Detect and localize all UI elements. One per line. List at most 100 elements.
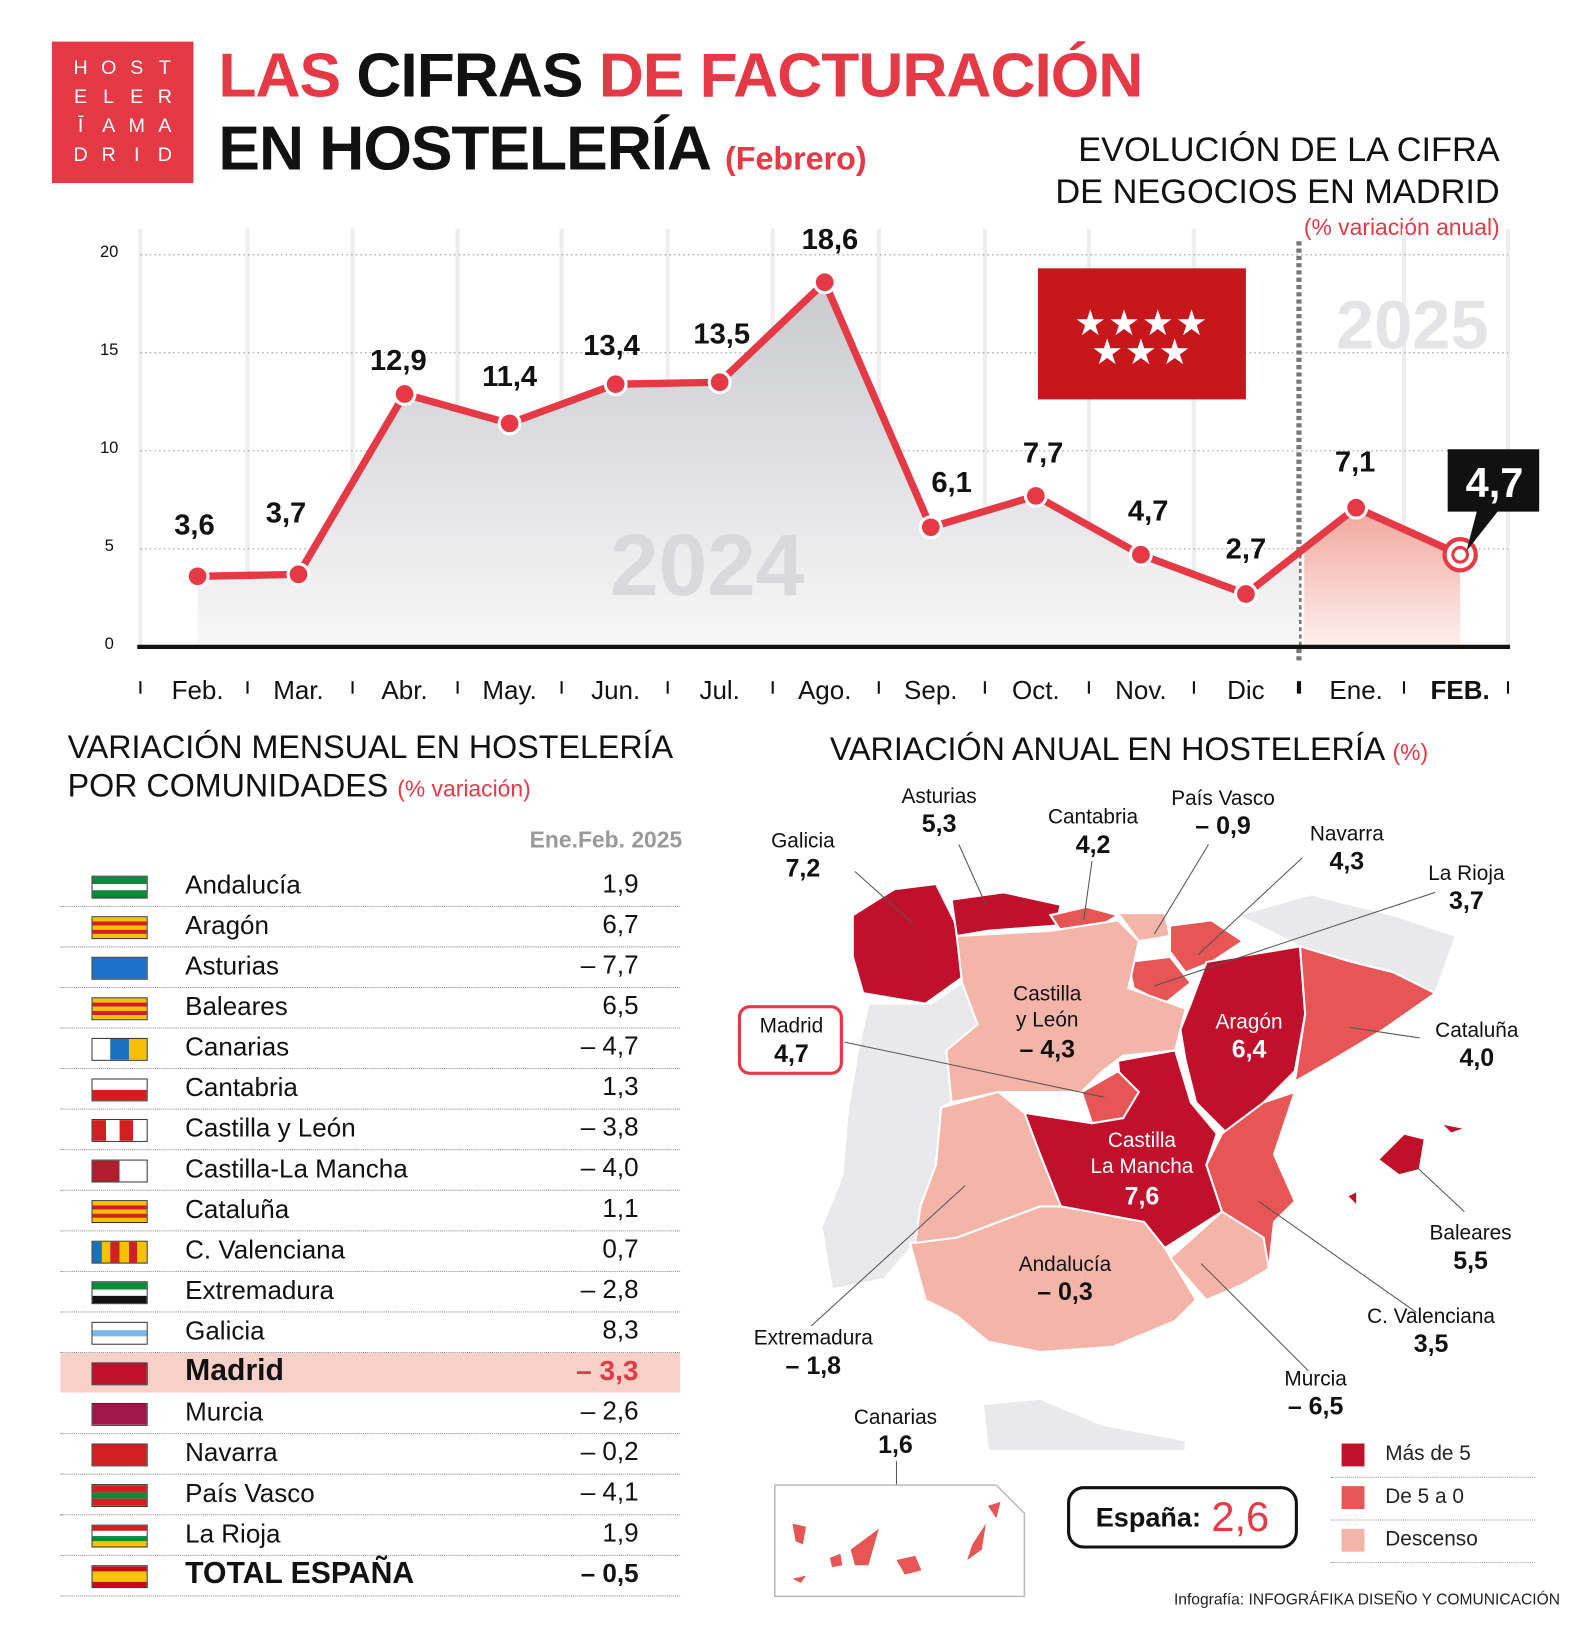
- data-point-inner: [1451, 545, 1469, 564]
- region-galicia: [851, 882, 964, 1005]
- flag-icon: [91, 997, 148, 1021]
- region-value: – 4,7: [580, 1031, 639, 1061]
- leader-line: [1349, 1027, 1420, 1039]
- leader-line: [1200, 1263, 1309, 1372]
- map-region-value: 4,2: [1076, 831, 1111, 859]
- x-tick-label: FEB.: [1431, 675, 1490, 705]
- data-label: 11,4: [482, 361, 538, 393]
- data-label: 7,7: [1023, 438, 1063, 470]
- region-value: 1,3: [602, 1072, 639, 1102]
- map-region-name: Andalucía: [1019, 1253, 1112, 1276]
- x-tick-label: Ene.: [1329, 675, 1383, 705]
- map-region-name: Madrid: [760, 1015, 824, 1038]
- x-tick-label: Dic: [1227, 675, 1265, 705]
- table-row: Navarra – 0,2: [60, 1434, 681, 1475]
- y-tick-label: 10: [100, 438, 118, 457]
- map-region-name: País Vasco: [1171, 787, 1275, 810]
- table-row: Cataluña 1,1: [60, 1191, 681, 1232]
- madrid-callout-box: [737, 1005, 843, 1075]
- logo-letter: A: [158, 115, 172, 138]
- y-tick-label: 5: [105, 536, 114, 555]
- table-row: País Vasco – 4,1: [60, 1475, 681, 1516]
- flag-icon: [91, 1362, 148, 1386]
- logo-letter: Ī: [77, 115, 84, 138]
- page-title-line1: LAS CIFRAS DE FACTURACIÓN: [218, 40, 1143, 111]
- region-name: Galicia: [185, 1316, 265, 1346]
- logo-letter: M: [128, 115, 145, 138]
- region-madrid: [1080, 1069, 1141, 1125]
- flag-icon: [91, 1240, 148, 1264]
- area-2025: [1304, 507, 1461, 647]
- region-extremadura: [913, 1090, 1063, 1245]
- legend-item: Descenso: [1331, 1520, 1536, 1564]
- leader-line: [854, 871, 914, 924]
- logo-letter: I: [134, 144, 140, 167]
- logo-letter: T: [158, 57, 171, 80]
- region-value: 1,1: [602, 1193, 639, 1224]
- area-2024: [197, 282, 1299, 647]
- map-region-value: – 0,3: [1037, 1278, 1093, 1306]
- map-region-name: C. Valenciana: [1367, 1305, 1495, 1328]
- region-name: C. Valenciana: [185, 1235, 346, 1265]
- logo-letter: E: [130, 86, 144, 109]
- region-name: La Rioja: [185, 1519, 281, 1549]
- x-tick-label: Abr.: [381, 675, 427, 705]
- year-label-2024: 2024: [610, 516, 805, 614]
- column-header: Ene.Feb. 2025: [529, 826, 683, 853]
- map-region-name: Cataluña: [1435, 1019, 1519, 1042]
- data-point: [286, 562, 311, 587]
- table-row: Andalucía 1,9: [60, 866, 681, 907]
- flag-icon: [91, 1524, 148, 1548]
- region-value: – 4,0: [580, 1153, 639, 1183]
- data-label: 3,7: [266, 497, 306, 529]
- flag-icon: [91, 1119, 148, 1142]
- x-tick-label: Feb.: [172, 675, 224, 705]
- flag-icon: [91, 875, 148, 899]
- region-name: Cataluña: [185, 1194, 290, 1225]
- legend-item: Más de 5: [1331, 1435, 1536, 1478]
- leader-line: [958, 844, 987, 906]
- map-region-name: Baleares: [1430, 1222, 1512, 1245]
- region-value: – 0,2: [580, 1437, 639, 1467]
- flag-icon: [91, 916, 148, 940]
- region-baleares-ibiza: [1345, 1189, 1359, 1209]
- region-cataluna: [1293, 944, 1438, 1084]
- data-point: [1023, 483, 1048, 508]
- x-tick-label: May.: [482, 675, 536, 705]
- data-label: 2,7: [1226, 534, 1266, 566]
- region-name: País Vasco: [185, 1478, 315, 1508]
- flag-icon: [91, 1078, 148, 1102]
- map-region-name: Castilla: [1108, 1129, 1177, 1152]
- region-name: Castilla y León: [185, 1113, 356, 1143]
- x-tick-label: Sep.: [904, 675, 958, 705]
- logo-letter: E: [74, 86, 88, 109]
- region-value: 8,3: [602, 1315, 639, 1345]
- logo-letter: D: [73, 144, 88, 167]
- logo-letter: O: [100, 57, 117, 80]
- data-label: 7,1: [1335, 446, 1375, 478]
- logo-letter: R: [101, 144, 116, 167]
- page-title-line2: EN HOSTELERÍA (Febrero): [218, 113, 867, 184]
- table-row: Murcia – 2,6: [60, 1394, 681, 1435]
- map-region-name: Canarias: [854, 1406, 937, 1429]
- legend-swatch: [1341, 1443, 1365, 1467]
- x-tick-label: Mar.: [273, 675, 324, 705]
- legend-label: Más de 5: [1385, 1442, 1471, 1466]
- flag-icon: [91, 1200, 148, 1224]
- logo-letter: R: [157, 86, 172, 109]
- data-label: 6,1: [931, 467, 971, 499]
- logo-letter: A: [102, 115, 116, 138]
- region-asturias: [950, 891, 1063, 938]
- map-region-value: – 6,5: [1288, 1392, 1344, 1420]
- region-baleares-menorca: [1437, 1121, 1471, 1135]
- flag-icon: [91, 1443, 148, 1467]
- map-region-name: y León: [1016, 1008, 1078, 1031]
- map-region-name: Aragón: [1216, 1011, 1283, 1034]
- flag-icon: [91, 1037, 148, 1061]
- logo-letter: L: [103, 86, 115, 109]
- map-region-value: 3,7: [1449, 887, 1484, 915]
- region-value: – 0,5: [580, 1558, 639, 1589]
- data-point: [1128, 542, 1153, 567]
- table-row: Aragón 6,7: [60, 907, 681, 948]
- table-row: Baleares 6,5: [60, 988, 681, 1029]
